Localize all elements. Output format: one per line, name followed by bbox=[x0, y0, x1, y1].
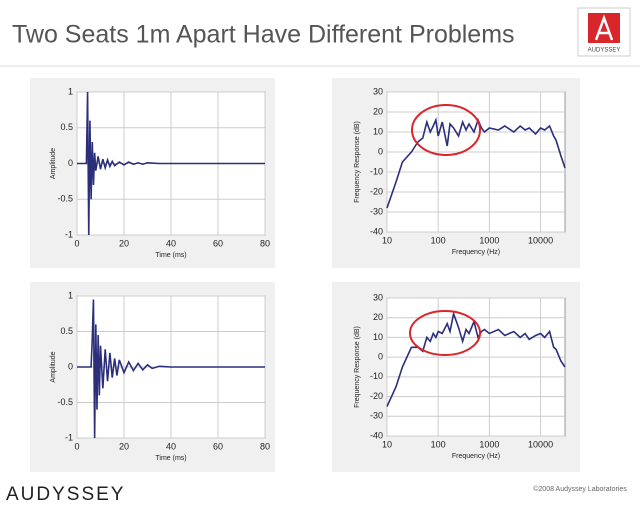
y-tick-label: -30 bbox=[370, 206, 383, 216]
x-tick-label: 100 bbox=[431, 235, 446, 245]
y-tick-label: -20 bbox=[370, 391, 383, 401]
y-tick-label: -0.5 bbox=[57, 194, 73, 204]
highlight-circle bbox=[409, 310, 481, 356]
plot-area bbox=[386, 91, 566, 233]
y-tick-label: -40 bbox=[370, 226, 383, 236]
y-tick-label: -10 bbox=[370, 371, 383, 381]
logo-text: AUDYSSEY bbox=[588, 48, 621, 54]
y-axis-label: Frequency Response (dB) bbox=[354, 121, 361, 203]
y-tick-label: 0.5 bbox=[60, 326, 73, 336]
x-axis-label: Frequency (Hz) bbox=[452, 249, 500, 256]
x-axis-label: Frequency (Hz) bbox=[452, 453, 500, 460]
y-tick-label: -0.5 bbox=[57, 397, 73, 407]
x-tick-label: 10000 bbox=[528, 235, 553, 245]
y-tick-label: 30 bbox=[373, 292, 383, 302]
y-tick-label: 0 bbox=[378, 146, 383, 156]
x-axis-label: Time (ms) bbox=[155, 455, 186, 462]
y-tick-label: -1 bbox=[65, 432, 73, 442]
y-axis-label: Amplitude bbox=[50, 148, 57, 179]
x-tick-label: 40 bbox=[166, 238, 176, 248]
y-tick-label: -1 bbox=[65, 229, 73, 239]
y-tick-label: 30 bbox=[373, 86, 383, 96]
footer-brand: AUDYSSEY bbox=[6, 484, 125, 505]
y-tick-label: 20 bbox=[373, 312, 383, 322]
x-tick-label: 80 bbox=[260, 238, 270, 248]
x-tick-label: 1000 bbox=[479, 235, 499, 245]
y-tick-label: 20 bbox=[373, 106, 383, 116]
y-tick-label: 1 bbox=[68, 290, 73, 300]
x-tick-label: 10000 bbox=[528, 439, 553, 449]
highlight-circle bbox=[411, 104, 481, 156]
y-axis-label: Frequency Response (dB) bbox=[354, 326, 361, 408]
x-tick-label: 100 bbox=[431, 439, 446, 449]
slide-title: Two Seats 1m Apart Have Different Proble… bbox=[12, 21, 515, 49]
copyright: ©2008 Audyssey Laboratories bbox=[533, 485, 627, 493]
x-tick-label: 0 bbox=[74, 441, 79, 451]
y-tick-label: 0 bbox=[68, 158, 73, 168]
x-tick-label: 40 bbox=[166, 441, 176, 451]
y-tick-label: 0 bbox=[68, 361, 73, 371]
x-tick-label: 60 bbox=[213, 441, 223, 451]
data-line bbox=[386, 310, 566, 407]
x-tick-label: 80 bbox=[260, 441, 270, 451]
data-line bbox=[77, 299, 265, 439]
y-axis-label: Amplitude bbox=[50, 351, 57, 382]
x-tick-label: 10 bbox=[382, 235, 392, 245]
y-tick-label: -40 bbox=[370, 430, 383, 440]
x-tick-label: 20 bbox=[119, 441, 129, 451]
x-tick-label: 10 bbox=[382, 439, 392, 449]
x-tick-label: 60 bbox=[213, 238, 223, 248]
y-tick-label: -10 bbox=[370, 166, 383, 176]
logo-glyph bbox=[594, 14, 614, 41]
x-axis-label: Time (ms) bbox=[155, 252, 186, 259]
y-tick-label: 0.5 bbox=[60, 122, 73, 132]
x-tick-label: 1000 bbox=[479, 439, 499, 449]
x-tick-label: 20 bbox=[119, 238, 129, 248]
y-tick-label: 10 bbox=[373, 332, 383, 342]
data-line bbox=[77, 91, 265, 236]
y-tick-label: -30 bbox=[370, 411, 383, 421]
y-tick-label: -20 bbox=[370, 186, 383, 196]
x-tick-label: 0 bbox=[74, 238, 79, 248]
data-line bbox=[386, 117, 566, 209]
y-tick-label: 0 bbox=[378, 352, 383, 362]
y-tick-label: 10 bbox=[373, 126, 383, 136]
y-tick-label: 1 bbox=[68, 86, 73, 96]
plot-area bbox=[386, 297, 566, 437]
